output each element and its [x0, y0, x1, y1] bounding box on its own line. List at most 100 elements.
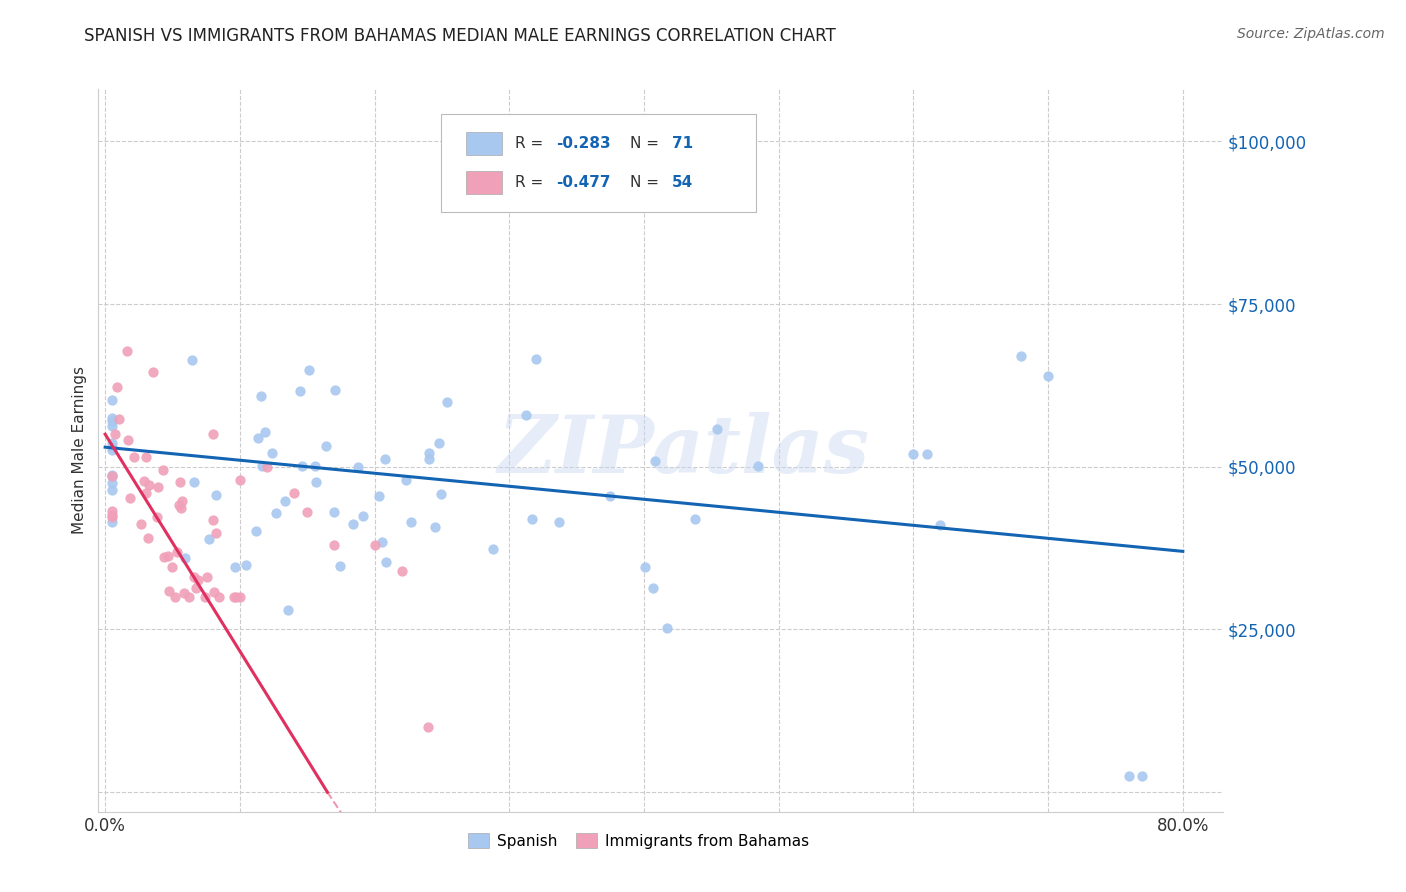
Point: [1036, 368, 1059, 383]
Point: [305, 475, 328, 489]
Point: [391, 564, 413, 578]
Point: [225, 590, 247, 604]
Point: [1118, 769, 1140, 783]
Text: -0.477: -0.477: [557, 175, 610, 190]
FancyBboxPatch shape: [467, 132, 502, 155]
Point: [399, 515, 422, 529]
Point: [153, 549, 176, 564]
Point: [436, 394, 458, 409]
Point: [104, 427, 127, 442]
Point: [170, 494, 193, 508]
Point: [174, 550, 197, 565]
Point: [195, 570, 218, 584]
Point: [481, 541, 503, 556]
Point: [101, 411, 124, 425]
Point: [169, 500, 191, 515]
Point: [135, 485, 157, 500]
Point: [184, 581, 207, 595]
Point: [526, 352, 548, 367]
Point: [298, 363, 321, 377]
Point: [183, 570, 205, 584]
Point: [418, 452, 440, 467]
Point: [929, 518, 952, 533]
Point: [515, 408, 537, 422]
Text: SPANISH VS IMMIGRANTS FROM BAHAMAS MEDIAN MALE EARNINGS CORRELATION CHART: SPANISH VS IMMIGRANTS FROM BAHAMAS MEDIA…: [84, 27, 837, 45]
Point: [101, 510, 124, 524]
Point: [198, 532, 221, 546]
Point: [277, 603, 299, 617]
Point: [138, 478, 160, 492]
Point: [101, 442, 124, 457]
Point: [202, 585, 225, 599]
Point: [644, 454, 666, 468]
Point: [167, 498, 190, 512]
Text: 71: 71: [672, 136, 693, 151]
Point: [101, 508, 124, 523]
Point: [657, 621, 679, 635]
Text: N =: N =: [630, 175, 664, 190]
Point: [101, 468, 124, 483]
Point: [260, 446, 283, 460]
Point: [136, 532, 159, 546]
Point: [520, 512, 543, 526]
Point: [430, 486, 453, 500]
Point: [274, 493, 297, 508]
Point: [304, 458, 326, 473]
Point: [101, 435, 124, 450]
Point: [342, 517, 364, 532]
Point: [179, 590, 201, 604]
Point: [202, 513, 225, 527]
Point: [246, 431, 269, 445]
Point: [101, 515, 124, 529]
Point: [101, 504, 124, 518]
Text: 54: 54: [672, 175, 693, 190]
Text: Source: ZipAtlas.com: Source: ZipAtlas.com: [1237, 27, 1385, 41]
Point: [101, 468, 124, 483]
Point: [146, 480, 169, 494]
Point: [165, 590, 187, 604]
Point: [152, 463, 174, 477]
Point: [122, 450, 145, 464]
Point: [208, 590, 231, 604]
Point: [346, 459, 368, 474]
Point: [181, 352, 204, 367]
Point: [283, 485, 305, 500]
Point: [315, 439, 337, 453]
Point: [291, 459, 314, 474]
Point: [329, 558, 352, 573]
Point: [915, 447, 938, 461]
Point: [120, 491, 142, 505]
Point: [253, 425, 276, 439]
Point: [363, 538, 385, 552]
Point: [323, 505, 346, 519]
Point: [371, 535, 394, 549]
Point: [142, 365, 165, 379]
Point: [250, 389, 273, 403]
Point: [101, 418, 124, 433]
Point: [101, 483, 124, 497]
Point: [1132, 769, 1154, 783]
Point: [101, 476, 124, 491]
Point: [101, 392, 124, 407]
Point: [129, 516, 152, 531]
Point: [395, 473, 418, 487]
Text: R =: R =: [515, 175, 548, 190]
Y-axis label: Median Male Earnings: Median Male Earnings: [72, 367, 87, 534]
Point: [117, 434, 139, 448]
Point: [224, 559, 246, 574]
Point: [108, 412, 131, 426]
Text: -0.283: -0.283: [557, 136, 610, 151]
Text: R =: R =: [515, 136, 548, 151]
Text: N =: N =: [630, 136, 664, 151]
Point: [599, 488, 621, 502]
Point: [156, 549, 179, 564]
Point: [101, 469, 124, 483]
Point: [115, 344, 138, 359]
Point: [418, 720, 440, 734]
Point: [427, 435, 450, 450]
Text: ZIPatlas: ZIPatlas: [498, 412, 869, 489]
Point: [157, 584, 180, 599]
Point: [245, 524, 267, 538]
Point: [256, 459, 278, 474]
Point: [418, 445, 440, 459]
